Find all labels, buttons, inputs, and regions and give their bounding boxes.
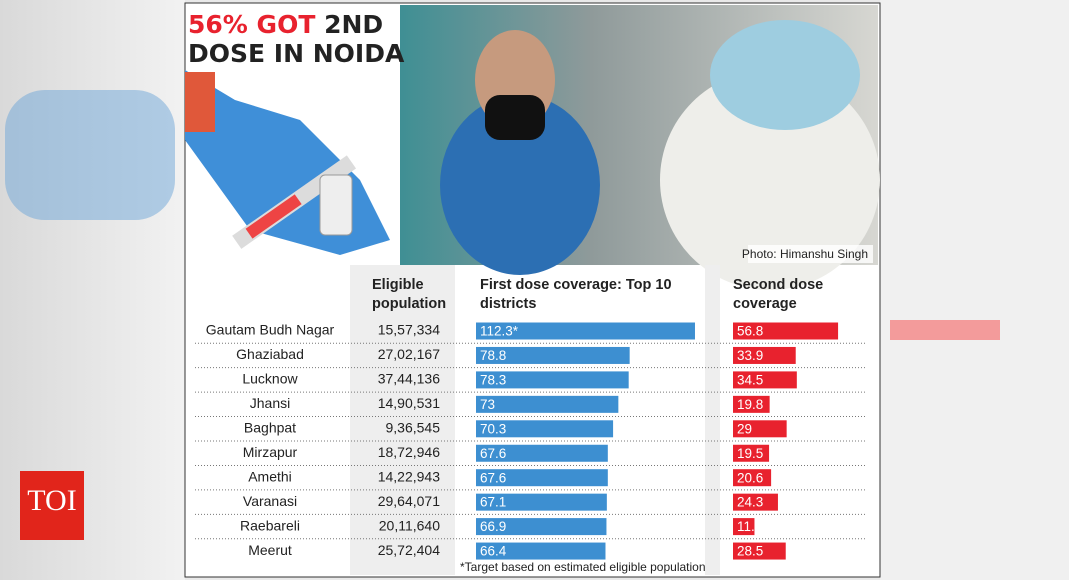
bar bbox=[476, 371, 629, 389]
photo-person bbox=[440, 95, 600, 275]
bar bbox=[733, 542, 786, 560]
headline: 56% GOT 2ND bbox=[188, 10, 383, 39]
value-label: 78.8 bbox=[480, 348, 506, 363]
value-label: 20.6 bbox=[737, 470, 763, 485]
bar bbox=[476, 444, 608, 462]
bar bbox=[733, 469, 772, 487]
bar bbox=[476, 542, 606, 560]
population: 25,72,404 bbox=[378, 542, 440, 558]
vial bbox=[319, 174, 353, 236]
bar bbox=[733, 493, 778, 511]
value-label: 28.5 bbox=[737, 544, 763, 559]
value-label: 56.8 bbox=[737, 324, 763, 339]
header-line: population bbox=[372, 296, 446, 312]
value-label: 67.1 bbox=[480, 495, 506, 510]
value-label: 78.3 bbox=[480, 372, 506, 387]
header-line: coverage bbox=[733, 296, 797, 312]
value-label: 66.4 bbox=[480, 544, 507, 559]
value-label: 33.9 bbox=[737, 348, 763, 363]
district: Baghpat bbox=[244, 420, 296, 436]
logo: TOI bbox=[27, 484, 76, 517]
population: 20,11,640 bbox=[379, 517, 440, 533]
bar bbox=[733, 371, 797, 389]
value-label: 67.6 bbox=[480, 470, 506, 485]
population: 15,57,334 bbox=[378, 322, 440, 338]
value-label: 24.3 bbox=[737, 495, 763, 510]
district: Gautam Budh Nagar bbox=[206, 322, 335, 338]
value-label: 19.8 bbox=[737, 397, 763, 412]
bar bbox=[476, 469, 608, 487]
population: 14,22,943 bbox=[378, 468, 440, 484]
district: Ghaziabad bbox=[236, 346, 304, 362]
district: Raebareli bbox=[240, 517, 300, 533]
value-label: 67.6 bbox=[480, 446, 506, 461]
value-label: 73 bbox=[480, 397, 495, 412]
value-label: 70.3 bbox=[480, 421, 506, 436]
logo-box bbox=[20, 471, 84, 540]
district: Meerut bbox=[248, 542, 292, 558]
bar bbox=[476, 322, 695, 340]
population: 27,02,167 bbox=[378, 346, 440, 362]
column-header: First dose coverage: Top 10 districts bbox=[480, 277, 672, 312]
header-line: districts bbox=[480, 296, 536, 312]
col-shade bbox=[705, 265, 720, 575]
photo-worker bbox=[660, 70, 880, 290]
photo-credit: Photo: Himanshu Singh bbox=[742, 247, 868, 261]
headline-red: 56% GOT bbox=[188, 10, 315, 39]
district: Mirzapur bbox=[243, 444, 298, 460]
headline: DOSE IN NOIDA bbox=[188, 39, 405, 68]
population: 14,90,531 bbox=[378, 395, 440, 411]
bar bbox=[476, 395, 619, 413]
sleeve bbox=[185, 72, 215, 132]
blur-shape bbox=[890, 320, 1000, 340]
bar bbox=[733, 444, 770, 462]
population: 9,36,545 bbox=[386, 420, 441, 436]
bar bbox=[733, 420, 787, 438]
district: Lucknow bbox=[242, 371, 298, 387]
bar bbox=[476, 420, 614, 438]
headline-black: 2ND bbox=[324, 10, 383, 39]
value-label: 11.6 bbox=[737, 519, 762, 534]
value-label: 34.5 bbox=[737, 372, 763, 387]
header-line: Eligible bbox=[372, 277, 424, 293]
col-shade bbox=[350, 265, 455, 575]
blur-right bbox=[880, 0, 1069, 580]
bar bbox=[476, 346, 630, 364]
credit-bg bbox=[748, 245, 873, 263]
photo-cap bbox=[710, 20, 860, 130]
column-header: Second dose coverage bbox=[733, 277, 823, 312]
bar bbox=[733, 395, 770, 413]
bar bbox=[733, 322, 839, 340]
population: 18,72,946 bbox=[378, 444, 440, 460]
column-header: Eligible population bbox=[372, 277, 446, 312]
district: Amethi bbox=[248, 468, 292, 484]
district: Varanasi bbox=[243, 493, 297, 509]
photo-mask bbox=[485, 95, 545, 140]
population: 29,64,071 bbox=[378, 493, 440, 509]
bar bbox=[476, 493, 607, 511]
population: 37,44,136 bbox=[378, 371, 440, 387]
value-label: 112.3* bbox=[480, 324, 519, 339]
value-label: 66.9 bbox=[480, 519, 506, 534]
bar bbox=[476, 518, 607, 536]
value-label: 29 bbox=[737, 421, 752, 436]
header-line: First dose coverage: Top 10 bbox=[480, 277, 672, 293]
bar bbox=[733, 346, 796, 364]
district: Jhansi bbox=[250, 395, 290, 411]
bar bbox=[733, 518, 755, 536]
footnote: *Target based on estimated eligible popu… bbox=[460, 560, 706, 574]
header-line: Second dose bbox=[733, 277, 823, 293]
blur-shape bbox=[5, 90, 175, 220]
value-label: 19.5 bbox=[737, 446, 763, 461]
